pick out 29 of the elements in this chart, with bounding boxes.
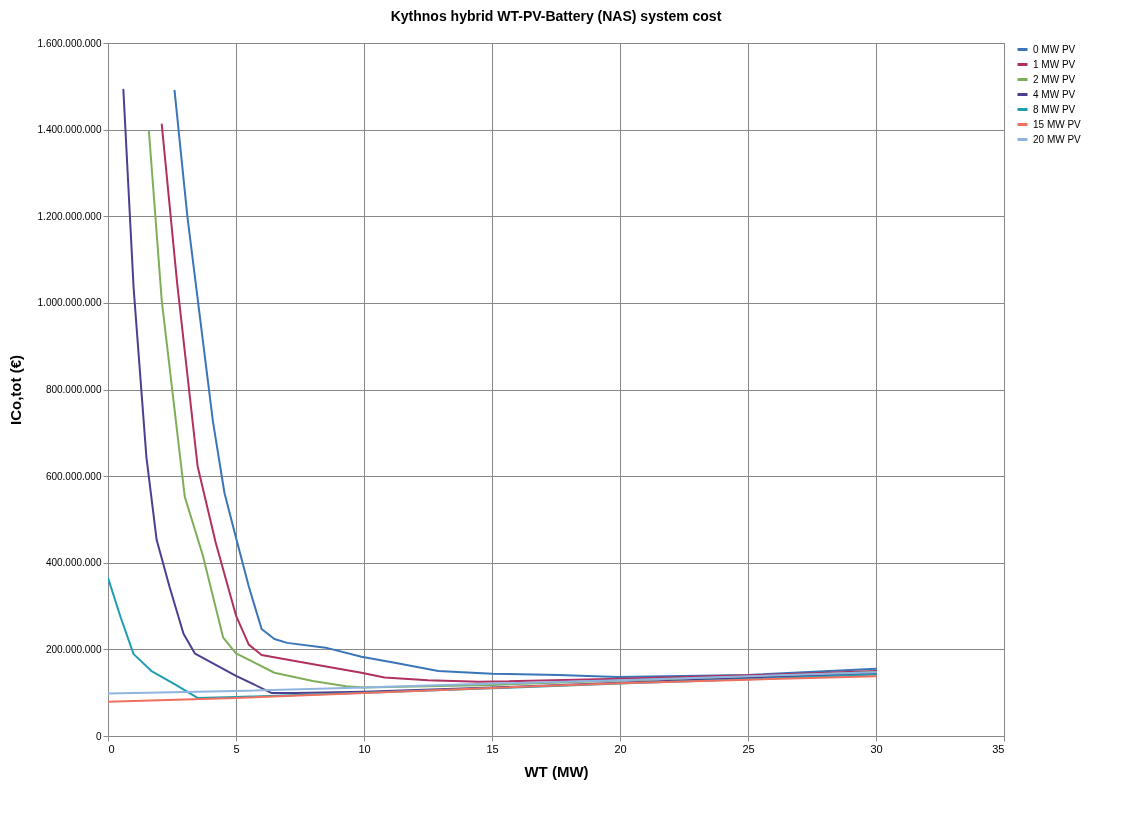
x-tick-label: 30 <box>870 742 883 755</box>
y-tick-label: 1.000.000.000 <box>37 297 102 309</box>
x-tick-label: 5 <box>233 742 240 755</box>
y-axis-title: ICo,tot (€) <box>6 355 24 425</box>
line-series <box>108 675 877 703</box>
x-tick-label: 25 <box>742 742 755 755</box>
y-tick-label: 200.000.000 <box>45 643 102 655</box>
x-tick-label: 0 <box>108 742 115 755</box>
y-tick-label: 400.000.000 <box>45 557 102 569</box>
x-tick-label: 20 <box>614 742 627 755</box>
legend-label: 0 MW PV <box>1033 43 1076 55</box>
x-axis-title: WT (MW) <box>524 762 589 780</box>
legend-label: 15 MW PV <box>1033 118 1082 130</box>
y-tick-label: 800.000.000 <box>45 384 102 395</box>
chart-title: Kythnos hybrid WT-PV-Battery (NAS) system cost <box>390 8 722 24</box>
y-tick-label: 600.000.000 <box>45 470 102 482</box>
y-tick-label: 0 <box>95 730 102 742</box>
y-tick-label: 1.200.000.000 <box>37 210 102 222</box>
y-tick-label: 1.600.000.000 <box>37 37 102 49</box>
x-tick-label: 15 <box>486 742 499 755</box>
x-tick-label: 35 <box>992 742 1005 755</box>
y-tick-label: 1.400.000.000 <box>37 124 102 136</box>
legend-label: 4 MW PV <box>1033 88 1076 100</box>
legend-label: 20 MW PV <box>1033 133 1082 145</box>
legend-label: 8 MW PV <box>1033 103 1076 115</box>
legend-label: 2 MW PV <box>1033 73 1076 85</box>
legend-label: 1 MW PV <box>1033 58 1076 70</box>
line-series <box>108 671 877 695</box>
x-tick-label: 10 <box>358 742 371 755</box>
